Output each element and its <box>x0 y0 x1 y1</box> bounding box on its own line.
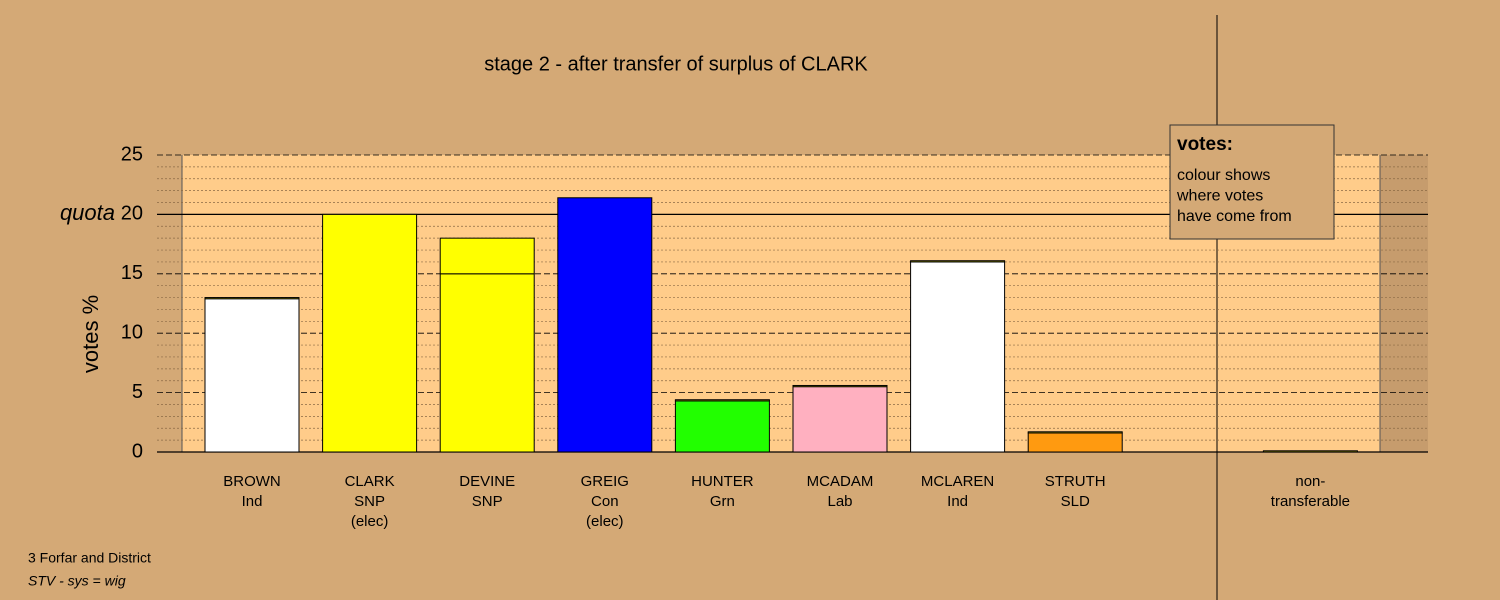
transfer-bar <box>910 260 1006 263</box>
bar <box>674 400 770 453</box>
y-tick-label: 0 <box>132 440 143 462</box>
x-tick-label: SNP <box>354 493 385 510</box>
bar <box>439 273 535 453</box>
bar <box>322 213 418 453</box>
chart-title: stage 2 - after transfer of surplus of C… <box>484 53 868 75</box>
legend-text: where votes <box>1176 188 1263 205</box>
transfer-bar <box>1027 431 1123 434</box>
quota-label: quota <box>60 200 115 225</box>
bar <box>792 386 888 453</box>
x-tick-label: (elec) <box>586 513 624 530</box>
transfer-bar <box>439 237 535 275</box>
x-tick-label: non- <box>1295 473 1325 490</box>
footer: STV - sys = wig <box>28 573 126 589</box>
x-tick-label: HUNTER <box>691 473 754 490</box>
x-tick-label: DEVINE <box>459 473 515 490</box>
bar <box>910 261 1006 453</box>
x-tick-label: transferable <box>1271 493 1350 510</box>
x-tick-label: Ind <box>242 493 263 510</box>
legend-text: have come from <box>1177 208 1292 225</box>
footer: 3 Forfar and District <box>28 550 151 566</box>
margin-area <box>1380 155 1428 452</box>
legend-title: votes: <box>1177 134 1233 155</box>
y-tick-label: 15 <box>121 262 143 284</box>
x-tick-label: STRUTH <box>1045 473 1106 490</box>
x-tick-label: MCADAM <box>807 473 874 490</box>
x-tick-label: MCLAREN <box>921 473 994 490</box>
y-axis-label: votes % <box>78 295 103 373</box>
x-tick-label: SLD <box>1061 493 1090 510</box>
transfer-bar <box>674 399 770 402</box>
y-tick-label: 10 <box>121 321 143 343</box>
x-tick-label: Con <box>591 493 619 510</box>
x-tick-label: GREIG <box>581 473 629 490</box>
x-tick-label: BROWN <box>223 473 281 490</box>
x-tick-label: SNP <box>472 493 503 510</box>
x-tick-label: (elec) <box>351 513 389 530</box>
x-tick-label: Lab <box>827 493 852 510</box>
x-tick-label: CLARK <box>345 473 395 490</box>
x-tick-label: Grn <box>710 493 735 510</box>
transfer-bar <box>1262 450 1358 453</box>
bar <box>557 197 653 453</box>
legend-box <box>1169 124 1335 240</box>
y-tick-label: 25 <box>121 143 143 165</box>
x-tick-label: Ind <box>947 493 968 510</box>
y-tick-label: 5 <box>132 381 143 403</box>
legend-text: colour shows <box>1177 167 1270 184</box>
transfer-bar <box>204 297 300 300</box>
transfer-bar <box>792 384 888 388</box>
bar <box>204 298 300 453</box>
y-tick-label: 20 <box>121 203 143 225</box>
bar <box>1027 432 1123 453</box>
